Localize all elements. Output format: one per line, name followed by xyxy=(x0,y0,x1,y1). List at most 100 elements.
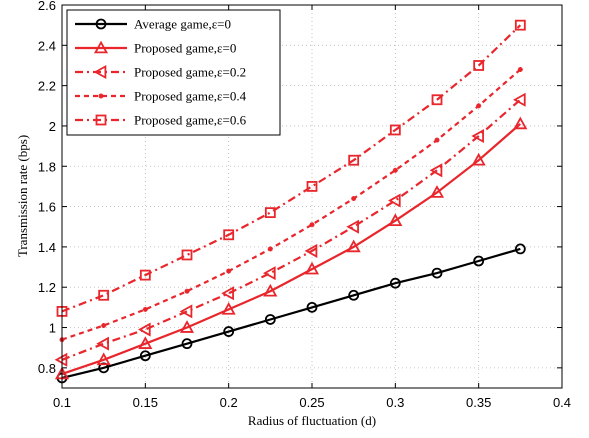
series-1 xyxy=(56,243,526,384)
legend-entry: Proposed game,ε=0.6 xyxy=(75,113,247,128)
data-point-marker xyxy=(54,352,68,367)
y-tick-label: 2 xyxy=(49,119,56,134)
data-point-marker xyxy=(351,196,357,202)
data-point-marker xyxy=(389,277,401,289)
data-point-marker xyxy=(96,352,111,366)
data-point-marker xyxy=(429,163,443,178)
legend: Average game,ε=0 Proposed game,ε=0 Propose… xyxy=(66,9,281,136)
legend-box xyxy=(66,9,281,136)
axis-ticks: 0.1 0.15 0.2 0.25 0.3 0.35 0.4 0.8 1 1.2 1.4 1.6 1.8… xyxy=(38,0,571,410)
legend-swatch-marker xyxy=(95,18,107,30)
data-point-marker xyxy=(304,261,320,275)
data-point-marker xyxy=(223,326,235,337)
series-lines xyxy=(54,19,528,384)
data-point-marker xyxy=(264,314,276,325)
data-point-marker xyxy=(514,243,526,255)
data-point-marker xyxy=(429,185,445,198)
legend-swatch-marker xyxy=(98,93,104,99)
data-point-marker xyxy=(309,222,315,228)
series-line xyxy=(61,247,521,379)
y-tick-label: 1.4 xyxy=(38,240,56,255)
data-point-marker xyxy=(348,154,360,166)
data-point-marker xyxy=(431,267,443,279)
series-3 xyxy=(54,92,526,367)
data-point-marker xyxy=(473,255,485,267)
y-tick-label: 2.4 xyxy=(38,38,56,53)
data-point-marker xyxy=(389,124,401,136)
data-point-marker xyxy=(513,116,528,130)
series-line xyxy=(61,24,522,313)
legend-swatch-marker xyxy=(93,40,109,54)
y-tick-label: 0.8 xyxy=(38,361,56,376)
x-axis-title: Radius of fluctuation (d) xyxy=(248,413,376,428)
data-point-marker xyxy=(137,322,151,337)
data-point-marker xyxy=(223,229,235,241)
data-point-marker xyxy=(221,286,234,301)
data-point-marker xyxy=(388,213,403,226)
legend-label: Proposed game,ε=0 xyxy=(134,41,236,56)
data-point-marker xyxy=(306,301,318,313)
data-point-marker xyxy=(267,246,273,252)
data-point-marker xyxy=(304,243,318,258)
x-tick-label: 0.35 xyxy=(466,395,491,410)
legend-label: Proposed game,ε=0.4 xyxy=(134,89,247,104)
data-point-marker xyxy=(346,239,361,253)
y-tick-label: 1.6 xyxy=(38,200,56,215)
y-axis-title: Transmission rate (bps) xyxy=(15,135,30,257)
data-point-marker xyxy=(142,306,148,312)
legend-swatch-marker xyxy=(95,114,107,126)
data-point-marker xyxy=(306,181,318,192)
x-tick-label: 0.1 xyxy=(53,395,71,410)
data-point-marker xyxy=(473,60,485,71)
data-point-marker xyxy=(184,288,190,294)
y-tick-label: 1 xyxy=(49,321,56,336)
x-tick-label: 0.15 xyxy=(133,395,158,410)
data-point-marker xyxy=(434,137,440,143)
data-point-marker xyxy=(348,289,360,301)
x-tick-label: 0.4 xyxy=(553,395,571,410)
series-line xyxy=(61,68,522,341)
y-tick-label: 2.6 xyxy=(38,0,56,13)
legend-label: Proposed game,ε=0.6 xyxy=(134,113,247,128)
data-point-marker xyxy=(263,283,278,297)
y-tick-label: 2.2 xyxy=(38,79,56,94)
data-point-marker xyxy=(179,320,195,333)
data-point-marker xyxy=(138,336,153,349)
x-tick-label: 0.2 xyxy=(220,395,238,410)
data-point-marker xyxy=(517,67,523,73)
legend-label: Proposed game,ε=0.2 xyxy=(134,65,246,80)
data-point-marker xyxy=(226,268,232,274)
legend-entry: Proposed game,ε=0.2 xyxy=(75,65,246,80)
legend-entry: Proposed game,ε=0.4 xyxy=(75,89,247,104)
data-point-marker xyxy=(392,167,398,173)
y-tick-label: 1.2 xyxy=(38,280,56,295)
data-point-marker xyxy=(179,304,193,319)
data-point-marker xyxy=(346,219,359,234)
legend-label: Average game,ε=0 xyxy=(134,17,231,32)
x-tick-label: 0.3 xyxy=(386,395,404,410)
data-point-marker xyxy=(139,269,151,281)
data-point-marker xyxy=(514,19,526,31)
data-point-marker xyxy=(431,94,443,106)
data-point-marker xyxy=(262,266,276,281)
legend-entry: Average game,ε=0 xyxy=(75,17,231,32)
data-point-marker xyxy=(181,249,193,261)
data-point-marker xyxy=(139,350,151,362)
data-point-marker xyxy=(471,128,484,144)
data-point-marker xyxy=(471,152,486,166)
y-tick-label: 1.8 xyxy=(38,159,56,174)
series-line xyxy=(61,123,522,375)
data-point-marker xyxy=(98,289,110,301)
legend-entry: Proposed game,ε=0 xyxy=(75,41,236,56)
x-tick-label: 0.25 xyxy=(299,395,324,410)
data-point-marker xyxy=(264,207,276,219)
data-point-marker xyxy=(101,323,107,329)
data-point-marker xyxy=(476,103,482,109)
data-point-marker xyxy=(221,302,236,315)
data-point-marker xyxy=(387,193,401,208)
data-point-marker xyxy=(96,336,109,351)
legend-swatch-marker xyxy=(93,64,107,80)
grid-lines xyxy=(62,5,562,388)
data-point-marker xyxy=(512,92,526,107)
